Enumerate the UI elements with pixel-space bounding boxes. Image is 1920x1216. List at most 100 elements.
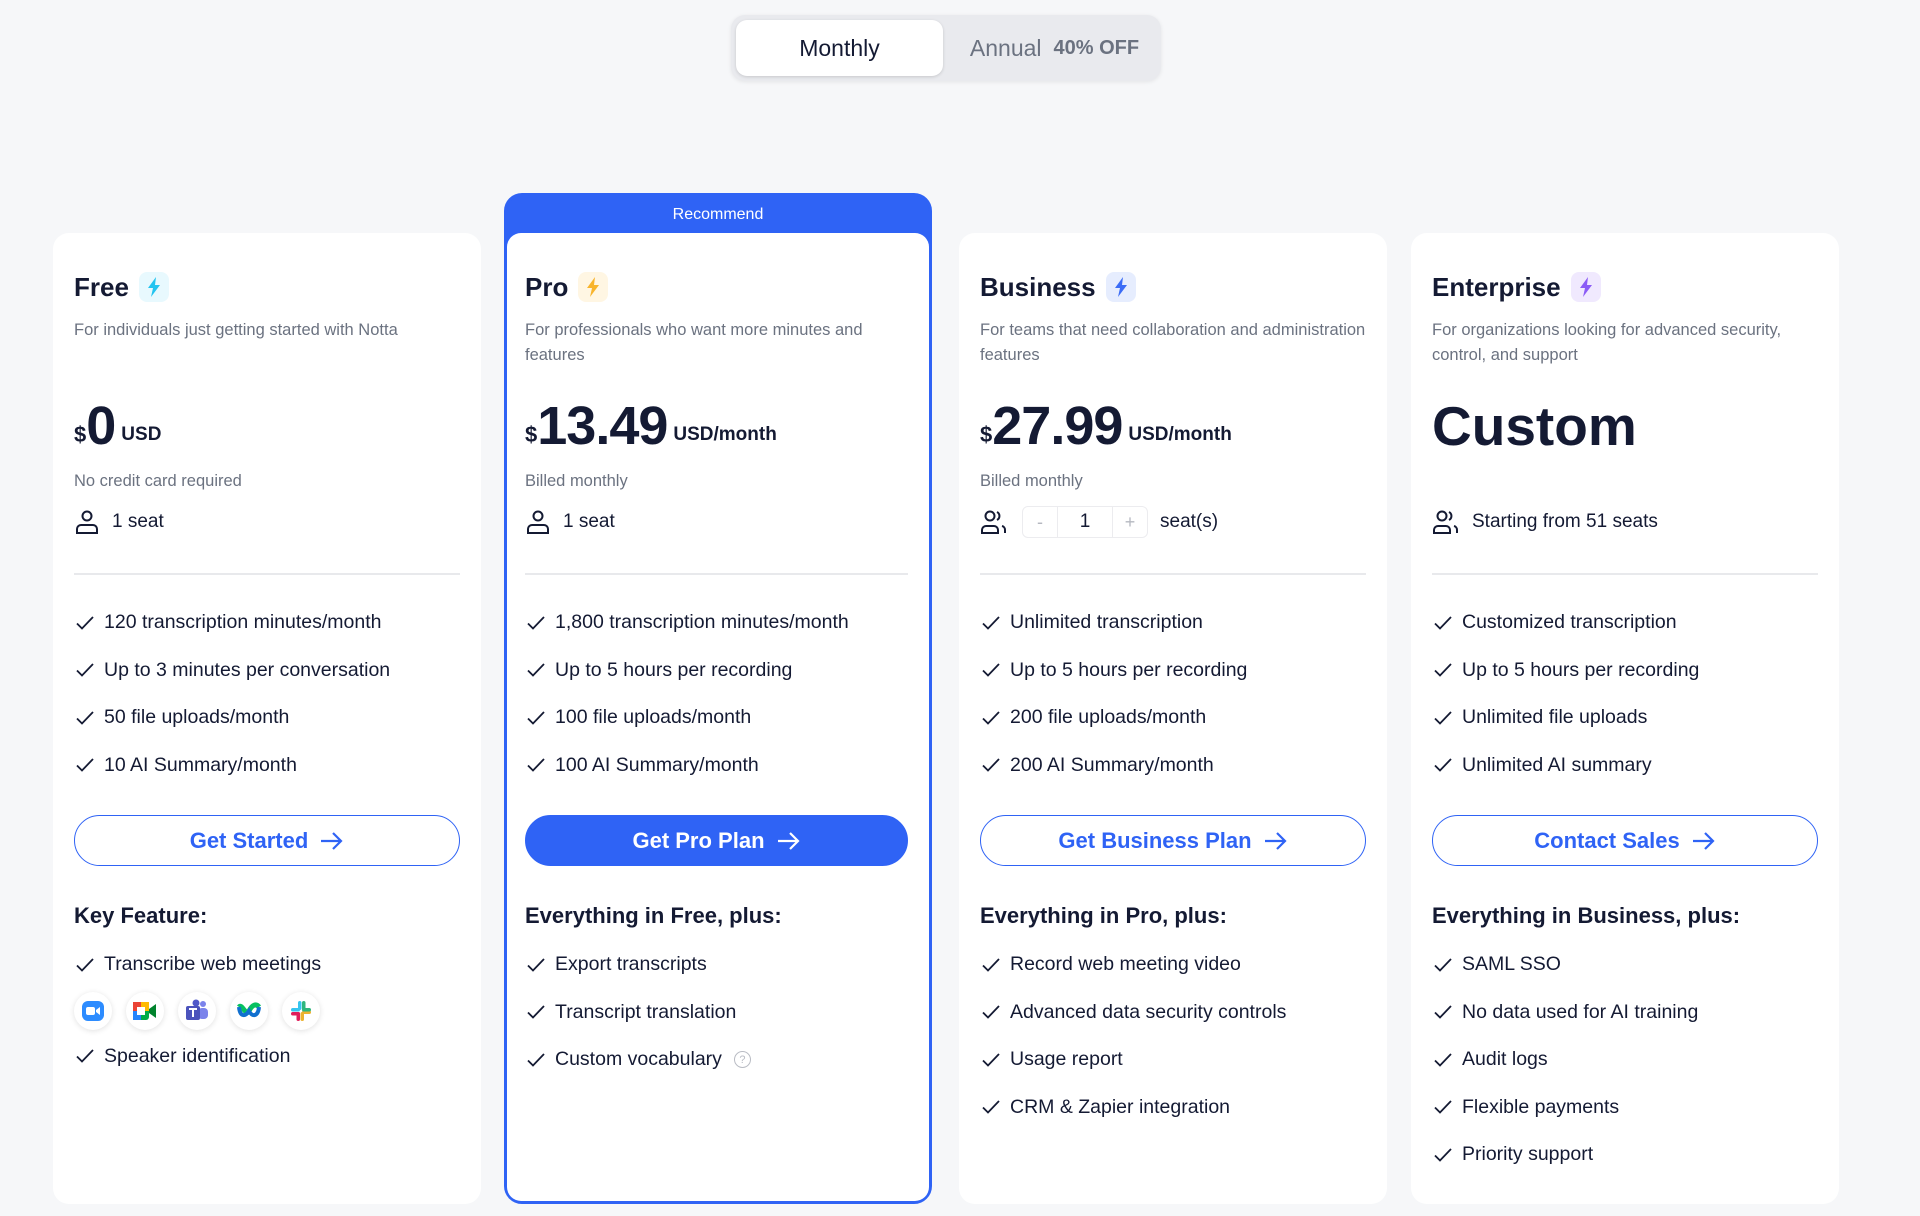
plan-title: Business bbox=[980, 269, 1366, 305]
seat-info: 1 seat bbox=[525, 507, 908, 537]
extra-feature-list: Record web meeting video Advanced data se… bbox=[980, 941, 1366, 1131]
extra-feature-item: Priority support bbox=[1432, 1131, 1818, 1179]
feature-item: 200 AI Summary/month bbox=[980, 742, 1366, 790]
check-icon bbox=[1434, 616, 1452, 630]
feature-text: Transcript translation bbox=[555, 1000, 737, 1023]
check-icon bbox=[76, 616, 94, 630]
seat-label: 1 seat bbox=[112, 511, 164, 532]
feature-item: Up to 5 hours per recording bbox=[1432, 647, 1818, 695]
price-amount: 27.99 bbox=[992, 396, 1123, 456]
plan-description: For organizations looking for advanced s… bbox=[1432, 321, 1782, 364]
currency-symbol: $ bbox=[980, 422, 993, 447]
microsoft-teams-icon bbox=[178, 991, 216, 1030]
feature-item: Unlimited AI summary bbox=[1432, 742, 1818, 790]
check-icon bbox=[982, 616, 1000, 630]
plan-card-business: Business For teams that need collaborati… bbox=[959, 233, 1387, 1204]
seat-stepper: -1 + bbox=[1022, 506, 1148, 538]
plan-name: Business bbox=[980, 271, 1096, 302]
feature-list: Unlimited transcription Up to 5 hours per… bbox=[980, 599, 1366, 789]
feature-list: Customized transcription Up to 5 hours pe… bbox=[1432, 599, 1818, 789]
cta-label: Get Started bbox=[189, 827, 309, 853]
slack-icon bbox=[282, 991, 320, 1030]
enterprise-cta-button[interactable]: Contact Sales bbox=[1432, 815, 1818, 866]
plan-description: For teams that need collaboration and ad… bbox=[980, 321, 1366, 364]
feature-text: Priority support bbox=[1462, 1143, 1594, 1166]
monthly-tab[interactable]: Monthly bbox=[736, 20, 943, 76]
feature-text: Flexible payments bbox=[1462, 1095, 1620, 1118]
check-icon bbox=[76, 1049, 94, 1064]
section-heading: Everything in Pro, plus: bbox=[980, 903, 1227, 928]
plan-description: For individuals just getting started wit… bbox=[74, 321, 398, 339]
feature-list: 1,800 transcription minutes/month Up to 5… bbox=[525, 599, 908, 789]
seat-label: 1 seat bbox=[563, 511, 615, 532]
free-cta-button[interactable]: Get Started bbox=[74, 815, 460, 866]
lightning-icon bbox=[1570, 272, 1601, 302]
extra-feature-item: Transcript translation bbox=[525, 989, 908, 1037]
check-icon bbox=[1434, 711, 1452, 725]
feature-text: Up to 5 hours per recording bbox=[555, 658, 793, 681]
feature-item: Up to 5 hours per recording bbox=[525, 647, 908, 695]
extra-feature-item: CRM & Zapier integration bbox=[980, 1084, 1366, 1132]
discount-label: 40% OFF bbox=[1053, 36, 1140, 59]
help-icon[interactable]: ? bbox=[733, 1051, 751, 1069]
seat-count-input[interactable]: 1 bbox=[1057, 507, 1113, 537]
feature-text: 50 file uploads/month bbox=[104, 706, 290, 729]
price-amount: Custom bbox=[1432, 395, 1637, 457]
billing-toggle: Monthly Annual 40% OFF bbox=[731, 15, 1161, 81]
extra-feature-list: SAML SSO No data used for AI training Audi… bbox=[1432, 941, 1818, 1179]
seat-increment-button[interactable]: + bbox=[1124, 511, 1136, 532]
section-heading: Everything in Free, plus: bbox=[525, 903, 782, 928]
check-icon bbox=[982, 663, 1000, 678]
annual-tab[interactable]: Annual 40% OFF bbox=[953, 20, 1156, 76]
google-meet-icon bbox=[126, 991, 164, 1030]
cta-label: Get Business Plan bbox=[1058, 827, 1252, 853]
feature-item: 120 transcription minutes/month bbox=[74, 599, 460, 647]
feature-text: 100 file uploads/month bbox=[555, 706, 752, 729]
plan-name: Pro bbox=[525, 271, 569, 302]
divider bbox=[74, 573, 460, 575]
divider bbox=[525, 573, 908, 575]
seat-decrement-button[interactable]: - bbox=[1037, 511, 1043, 532]
lightning-icon bbox=[1105, 272, 1136, 302]
arrow-right-icon bbox=[777, 831, 800, 850]
plan-price: $0 USD bbox=[74, 398, 460, 454]
feature-item: 100 file uploads/month bbox=[525, 694, 908, 742]
check-icon bbox=[76, 758, 94, 773]
pro-cta-button[interactable]: Get Pro Plan bbox=[525, 815, 908, 866]
plan-name: Free bbox=[74, 271, 129, 302]
seat-label: seat(s) bbox=[1160, 511, 1219, 532]
feature-text: 100 AI Summary/month bbox=[555, 753, 759, 776]
extra-feature-item: Transcribe web meetings bbox=[74, 941, 460, 989]
plan-card-pro: Recommend Pro For professionals who want… bbox=[504, 193, 932, 1204]
section-heading: Key Feature: bbox=[74, 903, 208, 928]
business-cta-button[interactable]: Get Business Plan bbox=[980, 815, 1366, 866]
check-icon bbox=[982, 711, 1000, 725]
check-icon bbox=[1434, 1148, 1452, 1162]
extra-feature-item: Custom vocabulary? bbox=[525, 1036, 908, 1084]
plan-card-enterprise: Enterprise For organizations looking for… bbox=[1411, 233, 1839, 1204]
seat-info: Starting from 51 seats bbox=[1432, 507, 1818, 537]
extra-feature-item: Flexible payments bbox=[1432, 1084, 1818, 1132]
plan-price: Custom bbox=[1432, 398, 1818, 454]
check-icon bbox=[527, 616, 545, 630]
check-icon bbox=[527, 1053, 545, 1067]
feature-text: Custom vocabulary bbox=[555, 1048, 722, 1071]
user-icon bbox=[76, 510, 98, 534]
feature-list: 120 transcription minutes/month Up to 3 m… bbox=[74, 599, 460, 789]
check-icon bbox=[76, 958, 94, 972]
check-icon bbox=[527, 1005, 545, 1020]
feature-item: 1,800 transcription minutes/month bbox=[525, 599, 908, 647]
lightning-icon bbox=[138, 272, 169, 302]
currency-symbol: $ bbox=[525, 422, 538, 447]
check-icon bbox=[527, 663, 545, 678]
check-icon bbox=[1434, 1053, 1452, 1067]
check-icon bbox=[982, 1053, 1000, 1067]
extra-feature-item: Usage report bbox=[980, 1036, 1366, 1084]
plan-price: $13.49 USD/month bbox=[525, 398, 908, 454]
check-icon bbox=[982, 1100, 1000, 1115]
billing-note: Billed monthly bbox=[525, 472, 628, 490]
extra-feature-item: Record web meeting video bbox=[980, 941, 1366, 989]
arrow-right-icon bbox=[1692, 831, 1715, 850]
feature-item: 100 AI Summary/month bbox=[525, 742, 908, 790]
feature-text: Usage report bbox=[1010, 1048, 1123, 1071]
